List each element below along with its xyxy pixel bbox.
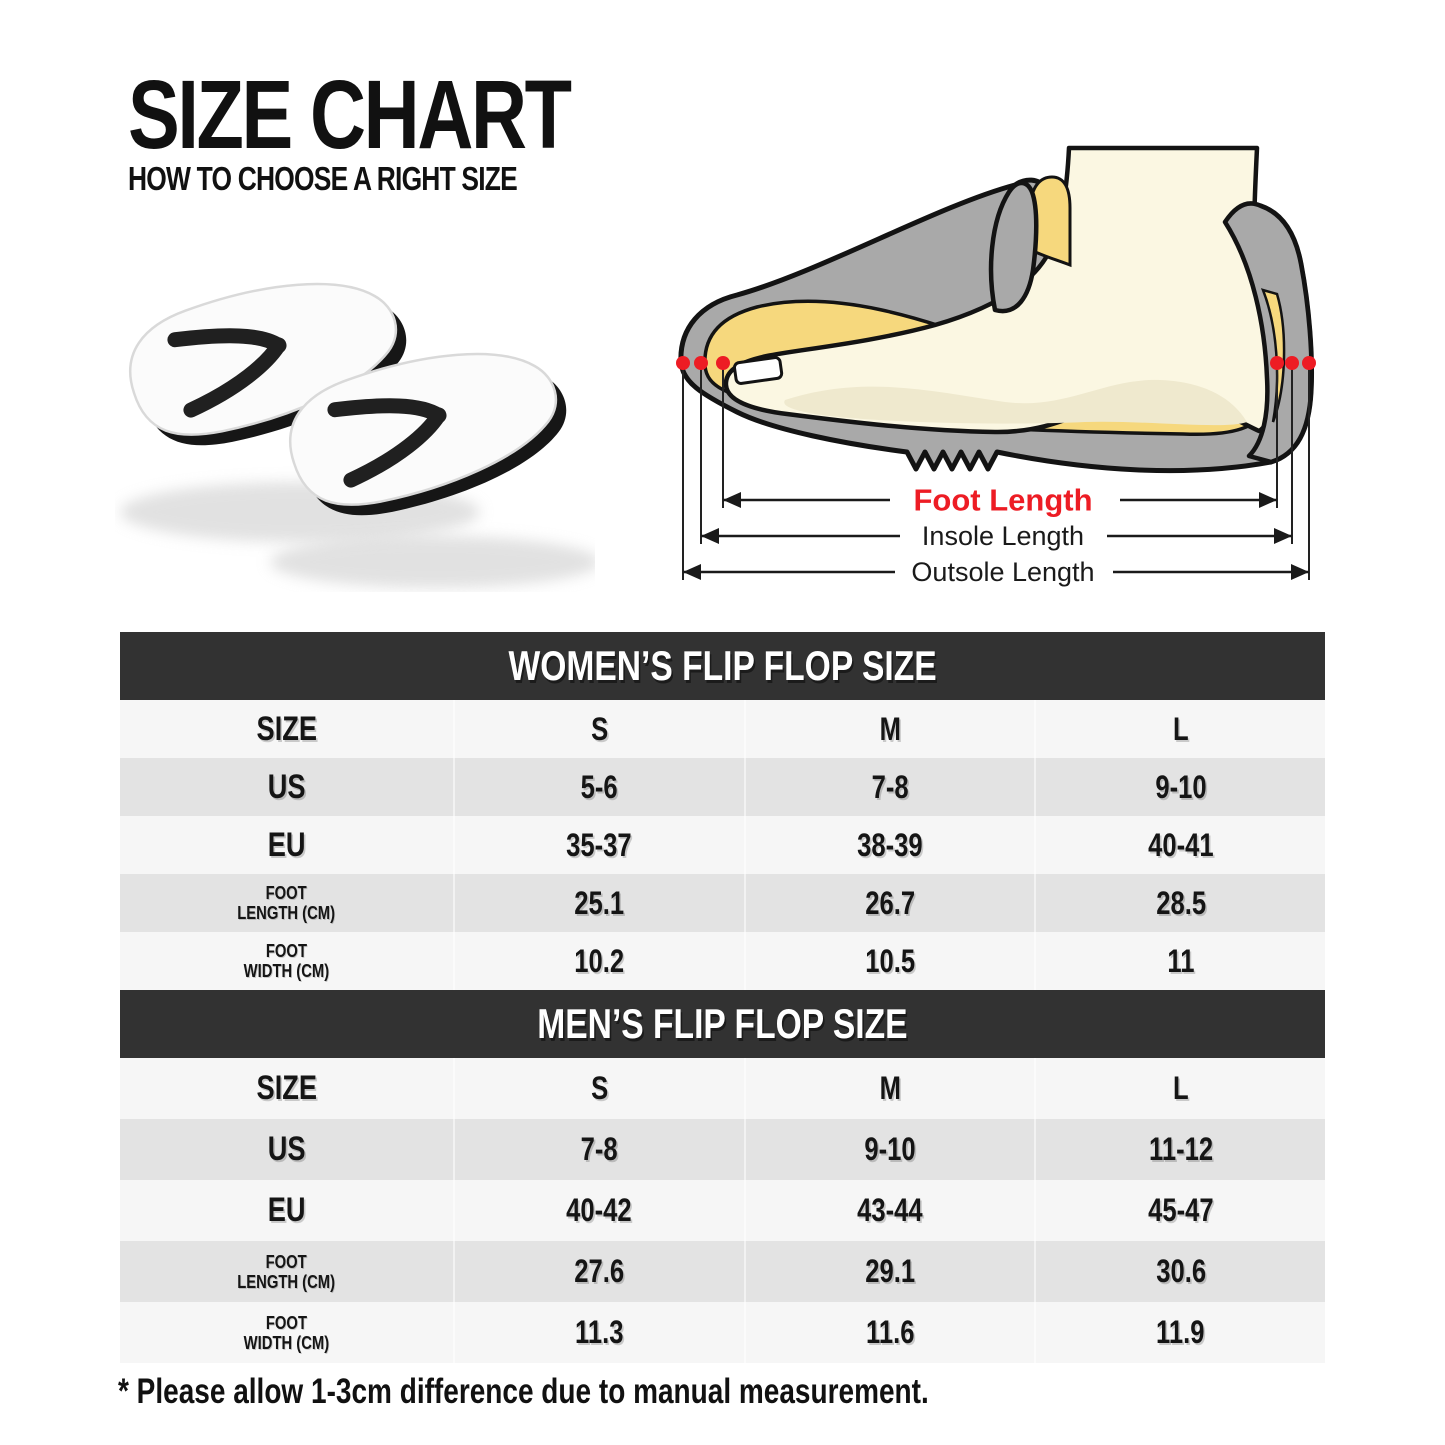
mens-table-title: MEN’S FLIP FLOP SIZE [537,1000,908,1047]
table-row: EU 40-42 43-44 45-47 [120,1180,1325,1241]
value-cell: 9-10 [1034,758,1325,816]
page-subtitle: HOW TO CHOOSE A RIGHT SIZE [128,160,614,198]
value-cell: 7-8 [743,758,1035,816]
arrowhead-right-icon [1259,492,1277,508]
arrowhead-right-icon [1291,564,1309,580]
value-cell: 11 [1034,932,1325,990]
foot-shading [784,379,1247,426]
flip-flop-right [289,352,567,516]
value-cell: M [743,700,1035,758]
flip-flop-toe-post [430,407,447,424]
womens-table-title-bar: WOMEN’S FLIP FLOP SIZE [120,632,1325,700]
page-subtitle-text: HOW TO CHOOSE A RIGHT SIZE [128,160,518,197]
row-label-cell: FOOT LENGTH (CM) [237,882,336,923]
footnote-text: * Please allow 1-3cm difference due to m… [118,1372,929,1411]
page-title-text: SIZE CHART [128,60,572,169]
value-cell: 27.6 [453,1241,744,1302]
row-label-cell: FOOT LENGTH (CM) [237,1250,336,1292]
value-cell: 35-37 [453,816,744,874]
value-cell: 25.1 [453,874,744,932]
flip-flop-toe-post [270,337,287,354]
value-cell: L [1034,1058,1325,1119]
value-cell: 11.3 [453,1302,744,1363]
outsole-length-label: Outsole Length [911,557,1094,587]
value-cell: 11.9 [1034,1302,1325,1363]
toenail [732,356,784,385]
flip-flop-photo [120,282,595,588]
row-label-cell: FOOT WIDTH (CM) [243,1311,330,1353]
table-row: SIZE S M L [120,1058,1325,1119]
insole-length-label: Insole Length [922,521,1084,551]
shoe-collar [988,180,1039,314]
mens-table-title-bar: MEN’S FLIP FLOP SIZE [120,990,1325,1058]
table-row: SIZE S M L [120,700,1325,758]
value-cell: 5-6 [453,758,744,816]
value-cell: 29.1 [743,1241,1035,1302]
value-cell: 40-41 [1034,816,1325,874]
row-label-cell: SIZE [256,709,317,748]
value-cell: 45-47 [1034,1180,1325,1241]
row-label-cell: US [267,1130,306,1168]
table-row: FOOT LENGTH (CM) 27.6 29.1 30.6 [120,1241,1325,1302]
heel-lining [1260,288,1286,423]
value-cell: 26.7 [743,874,1035,932]
mens-size-table: MEN’S FLIP FLOP SIZE SIZE S M L US 7-8 9… [120,990,1325,1363]
photo-shadow [270,536,595,588]
arrowhead-right-icon [1274,528,1292,544]
value-cell: 10.2 [453,932,744,990]
table-row: FOOT WIDTH (CM) 10.2 10.5 11 [120,932,1325,990]
row-label-cell: SIZE [256,1069,317,1107]
table-row: EU 35-37 38-39 40-41 [120,816,1325,874]
value-cell: 28.5 [1034,874,1325,932]
value-cell: 11.6 [743,1302,1035,1363]
value-cell: 40-42 [453,1180,744,1241]
row-label-cell: EU [267,1191,306,1229]
row-label-cell: US [267,767,306,806]
womens-size-table: WOMEN’S FLIP FLOP SIZE SIZE S M L US 5-6… [120,632,1325,990]
value-cell: 43-44 [743,1180,1035,1241]
foot-length-label: Foot Length [913,483,1092,518]
page-title: SIZE CHART [128,66,680,163]
arrowhead-left-icon [701,528,719,544]
value-cell: 38-39 [743,816,1035,874]
measure-marker-dots [676,356,1316,370]
table-row: FOOT LENGTH (CM) 25.1 26.7 28.5 [120,874,1325,932]
arrowhead-left-icon [683,564,701,580]
table-row: US 5-6 7-8 9-10 [120,758,1325,816]
table-row: FOOT WIDTH (CM) 11.3 11.6 11.9 [120,1302,1325,1363]
row-label-cell: FOOT WIDTH (CM) [243,940,330,981]
value-cell: 9-10 [743,1119,1035,1180]
arrowhead-left-icon [723,492,741,508]
foot-measurement-diagram: Foot Length Insole Length Outsole Length [676,145,1316,587]
value-cell: M [743,1058,1035,1119]
value-cell: S [453,1058,744,1119]
womens-table-title: WOMEN’S FLIP FLOP SIZE [508,642,937,689]
extension-lines [682,366,1310,580]
value-cell: 11-12 [1034,1119,1325,1180]
value-cell: L [1034,700,1325,758]
value-cell: 10.5 [743,932,1035,990]
flip-flop-left [129,282,407,446]
table-row: US 7-8 9-10 11-12 [120,1119,1325,1180]
footnote: * Please allow 1-3cm difference due to m… [118,1372,1131,1412]
value-cell: 7-8 [453,1119,744,1180]
ankle-lining [1029,175,1072,268]
value-cell: 30.6 [1034,1241,1325,1302]
row-label-cell: EU [267,825,306,864]
value-cell: S [453,700,744,758]
